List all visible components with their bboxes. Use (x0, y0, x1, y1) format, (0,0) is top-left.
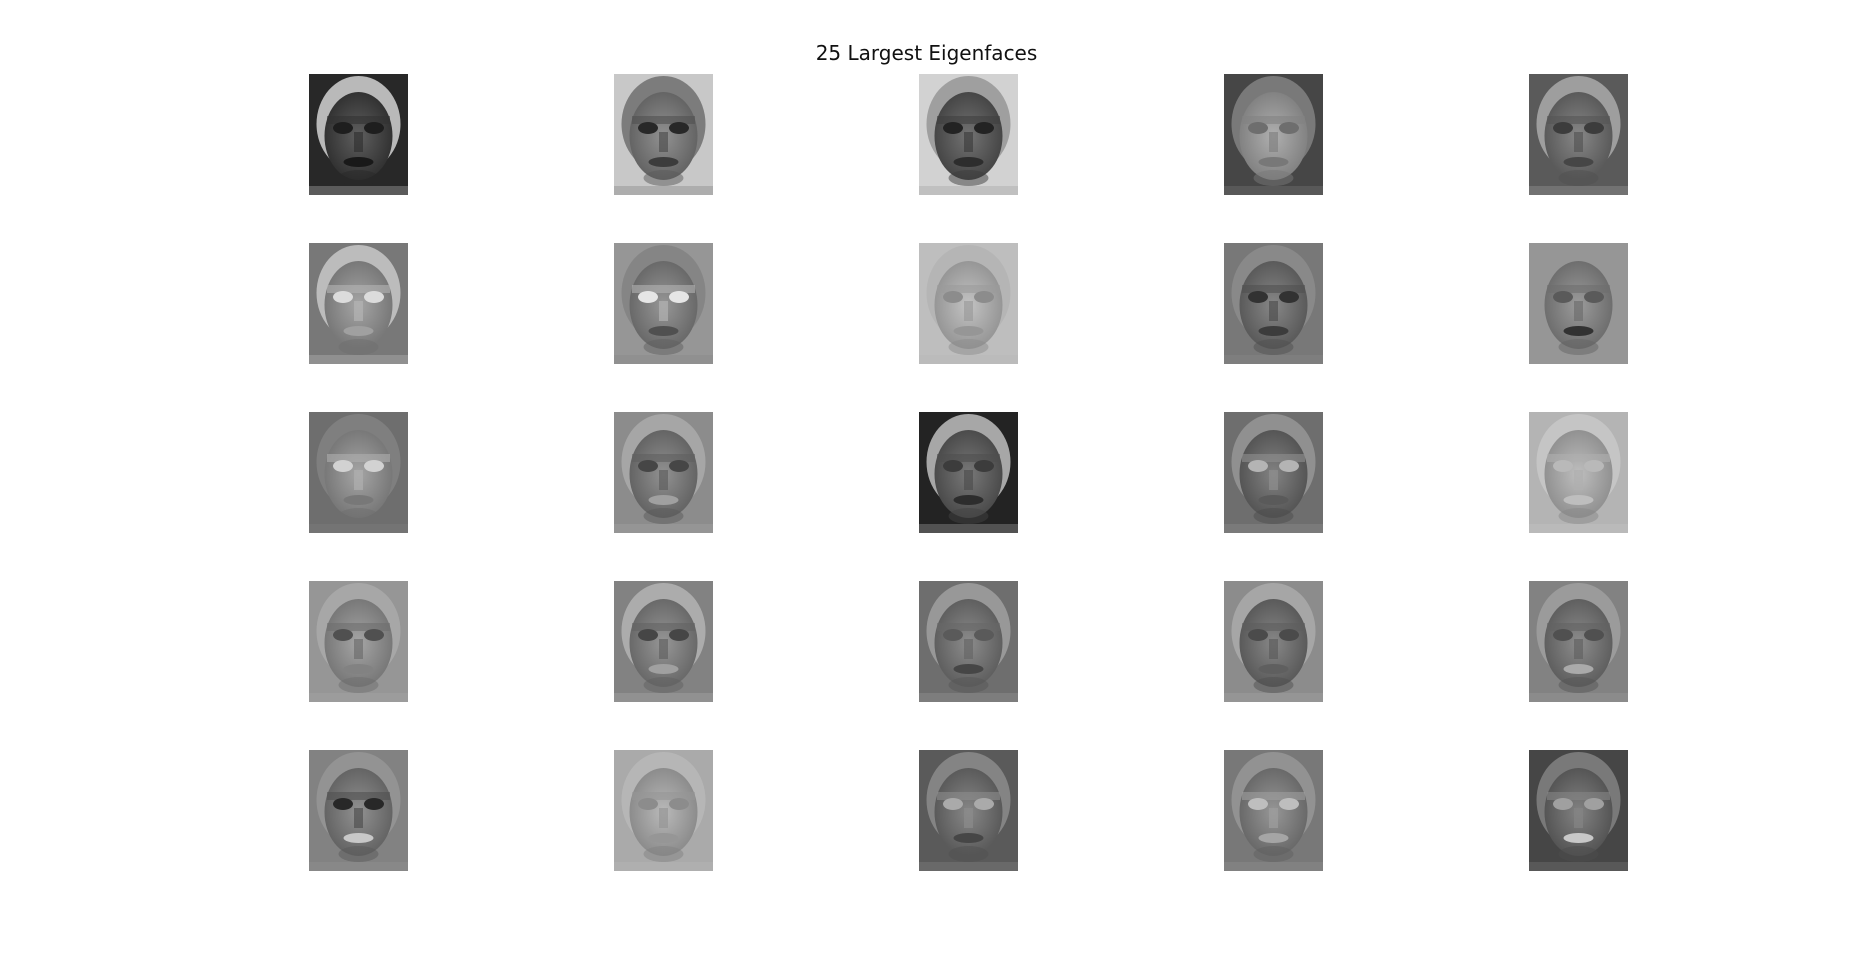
eigenface-image (919, 412, 1018, 533)
eigenface-image (309, 243, 408, 364)
eigenface-picture (1224, 243, 1323, 364)
eigenface-image (1224, 750, 1323, 871)
eigenface-image (919, 74, 1018, 195)
eigenface-image (1224, 243, 1323, 364)
eigenface-image (1529, 750, 1628, 871)
eigenface-image (309, 412, 408, 533)
eigenface-picture (309, 750, 408, 871)
eigenface-picture (1224, 74, 1323, 195)
eigenface-picture (1529, 74, 1628, 195)
eigenface-picture (919, 412, 1018, 533)
eigenface-picture (614, 412, 713, 533)
eigenface-picture (1529, 412, 1628, 533)
eigenface-image (1529, 581, 1628, 702)
eigenface-image (1529, 74, 1628, 195)
eigenface-image (309, 581, 408, 702)
eigenface-image (919, 243, 1018, 364)
eigenface-picture (614, 581, 713, 702)
eigenface-image (1224, 412, 1323, 533)
eigenface-picture (309, 581, 408, 702)
eigenface-picture (1224, 750, 1323, 871)
eigenface-image (614, 74, 713, 195)
eigenface-image (919, 750, 1018, 871)
eigenface-image (614, 243, 713, 364)
eigenface-picture (614, 74, 713, 195)
eigenface-picture (309, 74, 408, 195)
eigenface-picture (1529, 243, 1628, 364)
eigenface-picture (614, 750, 713, 871)
eigenface-image (1529, 412, 1628, 533)
eigenface-image (614, 412, 713, 533)
eigenface-image (309, 750, 408, 871)
eigenface-picture (1224, 581, 1323, 702)
eigenface-picture (1529, 581, 1628, 702)
eigenface-image (309, 74, 408, 195)
eigenface-picture (614, 243, 713, 364)
eigenface-picture (919, 243, 1018, 364)
eigenface-picture (919, 750, 1018, 871)
eigenface-image (919, 581, 1018, 702)
eigenface-picture (309, 412, 408, 533)
eigenface-picture (919, 581, 1018, 702)
eigenface-picture (919, 74, 1018, 195)
eigenface-picture (1529, 750, 1628, 871)
eigenface-picture (309, 243, 408, 364)
eigenface-image (1224, 581, 1323, 702)
eigenface-image (614, 750, 713, 871)
eigenface-image (1529, 243, 1628, 364)
eigenface-image (614, 581, 713, 702)
eigenface-image (1224, 74, 1323, 195)
eigenface-picture (1224, 412, 1323, 533)
figure-title: 25 Largest Eigenfaces (815, 41, 1038, 65)
